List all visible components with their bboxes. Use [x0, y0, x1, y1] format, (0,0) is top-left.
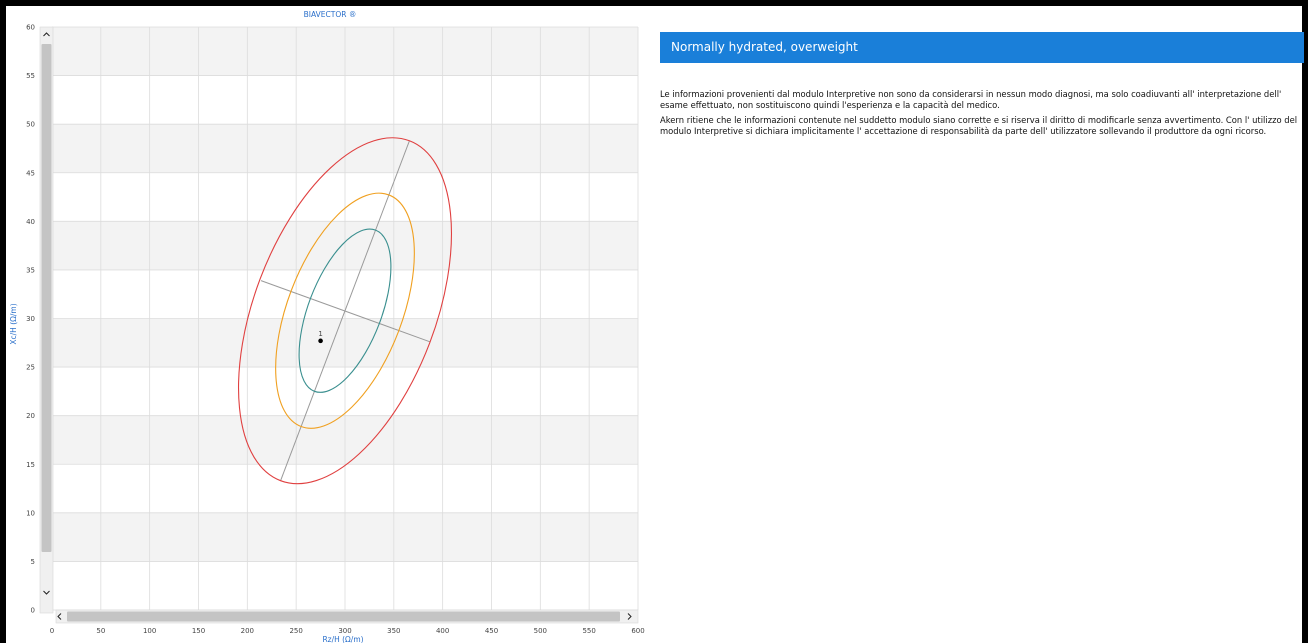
x-tick-label: 50 [96, 627, 105, 635]
x-axis-label: Rz/H (Ω/m) [322, 635, 363, 643]
interpretation-banner: Normally hydrated, overweight [660, 32, 1304, 63]
chevron-right-icon[interactable] [627, 613, 632, 620]
ellipse-axis-line [260, 280, 431, 343]
tolerance-ellipse [275, 192, 415, 429]
data-point [318, 338, 323, 344]
disclaimer-paragraph-2: Akern ritiene che le informazioni conten… [660, 115, 1298, 136]
y-tick-label: 20 [26, 412, 35, 420]
x-tick-label: 0 [50, 627, 54, 635]
window-frame: 1 0 50 100 150 200 250 300 350 400 450 500 550 600 0 5… [6, 6, 1304, 643]
disclaimer-paragraph-1: Le informazioni provenienti dal modulo I… [660, 89, 1282, 110]
disclaimer-text: Le informazioni provenienti dal modulo I… [660, 89, 1304, 136]
biavector-chart: 1 0 50 100 150 200 250 300 350 400 450 500 550 60005… [9, 10, 645, 643]
tick-labels: 0 50 100 150 200 250 300 350 400 450 500 550 6000510… [26, 24, 645, 636]
y-tick-label: 25 [26, 364, 35, 372]
y-tick-label: 55 [26, 72, 35, 80]
y-tick-label: 30 [26, 315, 35, 323]
y-tick-label: 15 [26, 461, 35, 469]
y-tick-label: 0 [31, 607, 35, 615]
y-tick-label: 50 [26, 121, 35, 129]
x-tick-label: 600 [631, 627, 644, 635]
vertical-scroll-thumb[interactable] [41, 44, 52, 552]
y-tick-label: 60 [26, 24, 35, 32]
y-tick-label: 40 [26, 218, 35, 226]
horizontal-scrollbar[interactable] [55, 609, 639, 624]
x-tick-label: 350 [387, 627, 400, 635]
y-axis-label: Xc/H (Ω/m) [9, 303, 18, 344]
x-tick-label: 300 [338, 627, 351, 635]
x-tick-label: 150 [192, 627, 205, 635]
chevron-left-icon[interactable] [57, 613, 62, 620]
chevron-up-icon[interactable] [43, 32, 50, 37]
x-tick-label: 450 [485, 627, 498, 635]
y-tick-label: 35 [26, 266, 35, 274]
x-tick-label: 200 [241, 627, 254, 635]
x-tick-label: 550 [582, 627, 595, 635]
data-point-label: 1 [318, 330, 322, 338]
y-tick-label: 10 [26, 509, 35, 517]
y-tick-label: 45 [26, 169, 35, 177]
x-tick-label: 400 [436, 627, 449, 635]
x-tick-label: 100 [143, 627, 156, 635]
chart-title: BIAVECTOR ® [304, 10, 357, 19]
chevron-down-icon[interactable] [43, 590, 50, 595]
x-tick-label: 500 [534, 627, 547, 635]
x-tick-label: 250 [289, 627, 302, 635]
interpretive-panel: Normally hydrated, overweight Le informa… [660, 32, 1304, 141]
y-tick-label: 5 [31, 558, 35, 566]
vertical-scrollbar[interactable] [39, 26, 54, 614]
tolerance-ellipse [298, 228, 392, 393]
ellipses-series: 1 [237, 137, 453, 485]
horizontal-scroll-thumb[interactable] [67, 611, 620, 622]
tolerance-ellipse [237, 137, 453, 485]
grid-lines [51, 26, 639, 611]
